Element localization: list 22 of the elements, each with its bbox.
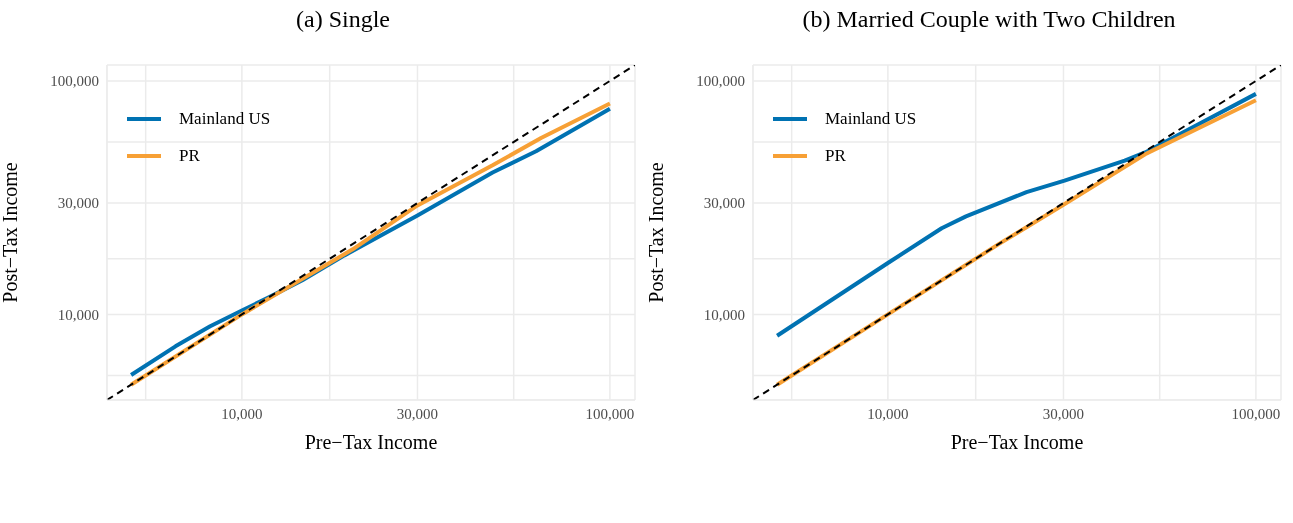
y-axis-title: Post−Tax Income (0, 162, 22, 303)
x-axis-title: Pre−Tax Income (304, 431, 438, 453)
x-tick-label: 10,000 (867, 405, 909, 422)
y-tick-label: 100,000 (696, 73, 745, 90)
y-tick-label: 10,000 (57, 306, 99, 323)
y-tick-label: 30,000 (57, 195, 99, 212)
chart-title: (b) Married Couple with Two Children (801, 5, 1177, 34)
x-tick-label: 100,000 (585, 405, 635, 422)
legend-label: Mainland US (179, 108, 271, 129)
x-axis-title: Pre−Tax Income (950, 431, 1084, 453)
x-tick-label: 30,000 (1042, 405, 1085, 422)
x-tick-label: 10,000 (221, 405, 263, 422)
legend-label: PR (179, 145, 200, 166)
y-axis-title: Post−Tax Income (645, 162, 668, 303)
y-tick-label: 100,000 (50, 73, 99, 90)
legend-label: PR (825, 145, 846, 166)
legend-label: Mainland US (825, 108, 917, 129)
chart-title: (a) Single (295, 5, 391, 34)
x-tick-label: 30,000 (396, 405, 439, 422)
y-tick-label: 10,000 (703, 306, 745, 323)
x-tick-label: 100,000 (1231, 405, 1281, 422)
y-tick-label: 30,000 (703, 195, 745, 212)
